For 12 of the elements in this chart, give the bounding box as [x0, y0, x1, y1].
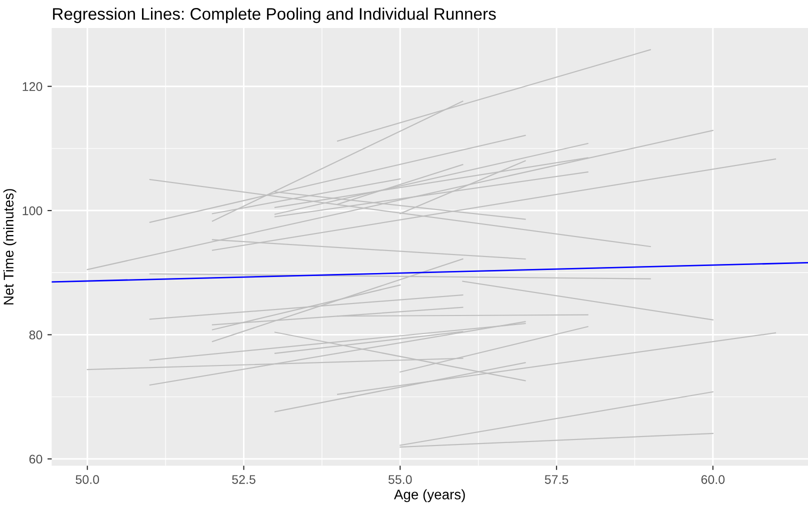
- x-tick-label: 52.5: [232, 475, 256, 484]
- x-axis-title: Age (years): [394, 489, 465, 502]
- x-tick-label: 55.0: [388, 475, 412, 484]
- y-tick-label: 100: [22, 206, 42, 216]
- chart-title: Regression Lines: Complete Pooling and Individual Runners: [53, 8, 496, 24]
- y-axis-title: Net Time (minutes): [3, 189, 16, 304]
- x-tick-label: 60.0: [701, 475, 725, 484]
- x-tick-label: 50.0: [76, 475, 100, 484]
- y-tick-label: 120: [22, 82, 42, 92]
- y-tick-label: 80: [29, 330, 42, 340]
- x-tick-label: 57.5: [544, 475, 568, 484]
- y-tick-label: 60: [29, 454, 42, 464]
